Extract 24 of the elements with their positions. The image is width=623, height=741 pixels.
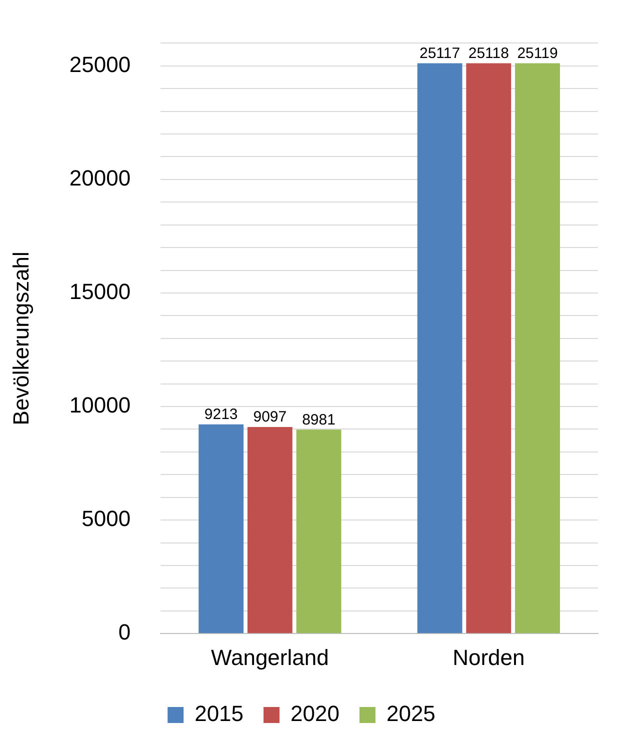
data-label: 25117 [419,44,460,62]
data-label: 25119 [517,44,558,62]
bar [417,63,462,634]
x-tick-label: Wangerland [211,644,329,670]
data-label: 9097 [253,408,287,426]
data-label: 9213 [204,406,238,424]
y-tick-label: 25000 [69,52,131,77]
legend-label: 2025 [386,701,436,726]
y-tick-label: 15000 [69,279,131,304]
bar [515,63,560,634]
legend-label: 2020 [290,701,340,726]
bar [247,427,292,634]
data-label: 8981 [302,411,336,428]
bar [466,63,512,634]
bar [296,430,342,634]
bar [198,424,244,634]
y-tick-label: 5000 [82,506,131,532]
legend-label: 2015 [194,701,244,726]
y-tick-label: 20000 [69,166,131,191]
y-tick-label: 0 [118,620,131,645]
data-label: 25118 [468,44,509,62]
y-axis-title: Bevölkerungszahl [8,252,34,426]
x-tick-label: Norden [452,644,525,670]
y-tick-label: 10000 [69,392,131,418]
